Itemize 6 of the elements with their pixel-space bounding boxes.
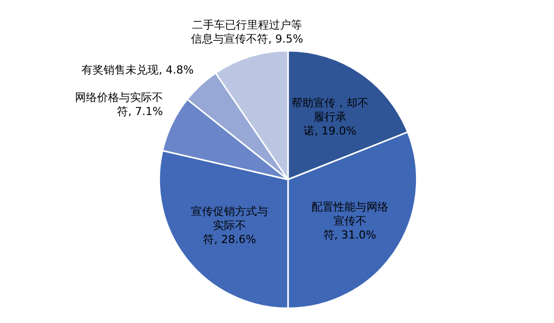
- slice-label: 配置性能与网络宣传不符, 31.0%: [311, 200, 388, 242]
- slice-label: 帮助宣传，却不履行承诺, 19.0%: [291, 96, 368, 138]
- slice-label: 网络价格与实际不符, 7.1%: [75, 91, 164, 118]
- slice-label: 二手车已行里程过户等信息与宣传不符, 9.5%: [191, 18, 304, 46]
- slice-label: 宣传促销方式与实际不符, 28.6%: [191, 204, 268, 246]
- slice-label: 有奖销售未兑现, 4.8%: [82, 64, 194, 77]
